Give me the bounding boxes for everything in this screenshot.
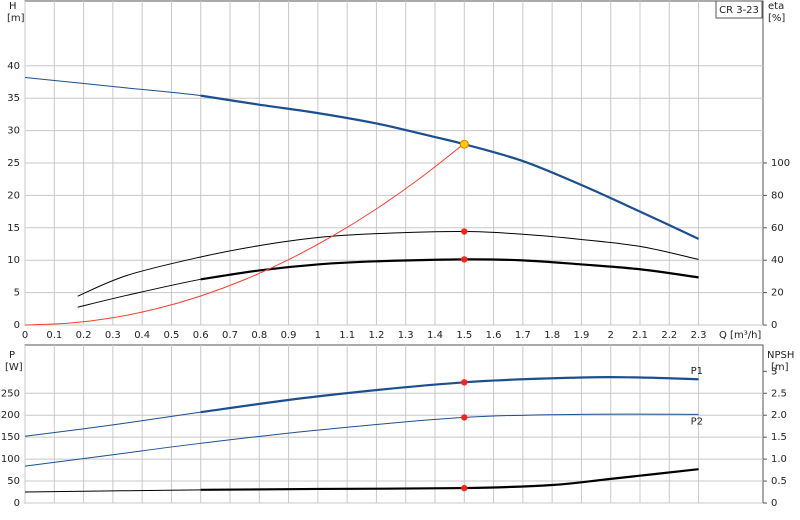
curve-operating [200, 468, 699, 491]
duty-point [461, 484, 468, 492]
x-tick-label: 0.2 [76, 330, 92, 341]
series-label: P1 [691, 366, 703, 377]
x-tick-label: 2.1 [632, 330, 648, 341]
x-tick-label: 1.7 [515, 330, 531, 341]
curve [24, 413, 699, 467]
pump-label: CR 3-23 [719, 5, 759, 16]
y-tick-label: 30 [7, 126, 20, 137]
x-tick-label: 2.3 [691, 330, 707, 341]
x-tick-label: 0.7 [222, 330, 238, 341]
x-tick-label: 0.3 [105, 330, 121, 341]
y2-tick-label: 1.5 [771, 432, 787, 443]
x-tick-label: 0 [22, 330, 28, 341]
y2-tick-label: 60 [771, 223, 784, 234]
y-tick-label: 200 [1, 410, 20, 421]
curve [24, 143, 465, 326]
x-tick-label: 0.1 [46, 330, 62, 341]
y-tick-label: 10 [7, 255, 20, 266]
y-tick-label: 150 [1, 432, 20, 443]
y-label: H [9, 1, 17, 12]
label-box [715, 0, 763, 19]
y-tick-label: 35 [7, 93, 20, 104]
x-tick-label: 1 [315, 330, 321, 341]
x-tick-label: 1.2 [368, 330, 384, 341]
duty-point [461, 379, 468, 386]
duty-point [459, 139, 469, 149]
curve [77, 231, 699, 297]
curve-operating [200, 94, 700, 240]
y2-tick-label: 80 [771, 190, 784, 201]
x-tick-label: 0.6 [193, 330, 209, 341]
duty-point [461, 256, 468, 263]
x-tick-label: 1.1 [339, 330, 355, 341]
y2-tick-label: 0 [771, 498, 777, 509]
x-tick-label: 1.3 [398, 330, 414, 341]
x-tick-label: 0.4 [134, 330, 150, 341]
y-tick-label: 250 [1, 388, 20, 399]
y2-tick-label: 2.5 [771, 388, 787, 399]
y-tick-label: 50 [7, 476, 20, 487]
y-tick-label: 40 [7, 61, 20, 72]
curve-operating [200, 258, 699, 281]
x-label: Q [m³/h] [719, 330, 761, 341]
y2-tick-label: 20 [771, 288, 784, 299]
y2-tick-label: 3 [771, 366, 777, 377]
y-tick-label: 20 [7, 190, 20, 201]
curve [24, 376, 699, 437]
y2-tick-label: 40 [771, 255, 784, 266]
duty-point [461, 228, 468, 235]
x-tick-label: 2 [608, 330, 614, 341]
y-tick-label: 0 [14, 320, 20, 331]
y2-tick-label: 0 [771, 320, 777, 331]
y2-tick-label: 1.0 [771, 454, 787, 465]
y2-tick-label: 0.5 [771, 476, 787, 487]
y-label: P [9, 350, 15, 361]
y-unit: [W] [5, 362, 23, 373]
y2-tick-label: 100 [771, 158, 790, 169]
y-tick-label: 100 [1, 454, 20, 465]
x-tick-label: 2.2 [661, 330, 677, 341]
y2-label: eta [768, 1, 784, 12]
y2-tick-label: 2.0 [771, 410, 787, 421]
x-tick-label: 0.5 [163, 330, 179, 341]
y2-unit: [%] [768, 13, 785, 24]
x-tick-label: 0.9 [281, 330, 297, 341]
y-tick-label: 15 [7, 223, 20, 234]
x-tick-label: 1.9 [573, 330, 589, 341]
curve [24, 76, 699, 240]
curve-operating [200, 375, 699, 414]
y-tick-label: 5 [14, 288, 20, 299]
x-tick-label: 1.5 [456, 330, 472, 341]
y-tick-label: 0 [14, 498, 20, 509]
x-tick-label: 1.8 [544, 330, 560, 341]
x-tick-label: 1.6 [486, 330, 502, 341]
x-tick-label: 1.4 [427, 330, 443, 341]
bottom-frame [24, 344, 764, 504]
x-tick-label: 0.8 [251, 330, 267, 341]
y2-label: NPSH [767, 350, 794, 361]
y2-unit: [m] [771, 362, 789, 373]
series-label: P2 [691, 416, 703, 427]
y-tick-label: 25 [7, 158, 20, 169]
duty-point [461, 414, 468, 421]
y-unit: [m] [7, 13, 25, 24]
